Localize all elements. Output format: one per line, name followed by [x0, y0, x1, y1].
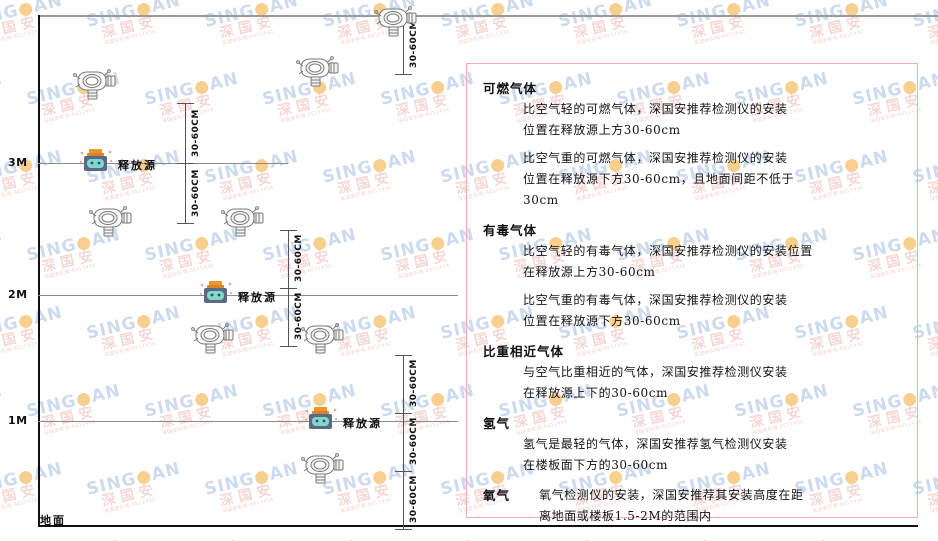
dimension-label: 30-60CM [191, 169, 201, 217]
level-line-2m [38, 295, 458, 296]
guideline-text-line: 与空气比重相近的气体，深国安推荐检测仪安装 [523, 365, 788, 379]
guideline-text-line: 比空气重的可燃气体，深国安推荐检测仪的安装 [523, 151, 788, 165]
guideline-text-line: 位置在释放源下方30-60cm [523, 314, 681, 328]
dimension-tick [280, 288, 297, 289]
release-source-label: 释放源 [343, 417, 382, 430]
guideline-text-line: 氧气检测仪的安装，深国安推荐其安装高度在距 [539, 488, 804, 502]
vertical-wall-axis [38, 15, 40, 527]
guideline-text-line: 比空气轻的有毒气体，深国安推荐检测仪的安装位置 [523, 244, 813, 258]
ground-label: 地面 [40, 514, 66, 527]
gas-detector-icon [295, 55, 345, 92]
guideline-heading: 有毒气体 [483, 223, 538, 238]
gas-detector-icon [300, 322, 350, 359]
gas-detector-icon [373, 5, 423, 42]
gas-detector-icon [72, 68, 122, 105]
dimension-label: 30-60CM [409, 359, 419, 407]
dimension-tick [395, 355, 412, 356]
ceiling-line [38, 15, 938, 17]
dimension-line [403, 16, 404, 74]
guideline-heading: 可燃气体 [483, 81, 538, 96]
dimension-label: 30-60CM [409, 417, 419, 465]
guideline-text-line: 在楼板面下方的30-60cm [523, 458, 669, 472]
release-source-label: 释放源 [238, 291, 277, 304]
installation-guidelines-panel: 可燃气体比空气轻的可燃气体，深国安推荐检测仪的安装 位置在释放源上方30-60cm… [466, 63, 918, 523]
guideline-heading: 氧气 [483, 488, 511, 503]
dimension-label: 30-60CM [409, 475, 419, 523]
dimension-line [403, 355, 404, 529]
dimension-label: 30-60CM [191, 109, 201, 157]
guideline-text-line: 在释放源上下的30-60cm [523, 386, 669, 400]
dimension-tick [395, 471, 412, 472]
dimension-tick [177, 163, 194, 164]
guideline-text-line: 位置在释放源上方30-60cm [523, 123, 681, 137]
dimension-chain: 30-60CM 30-60CM 30-60CM [395, 355, 419, 530]
guideline-text-line: 位置在释放源下方30-60cm，且地面间距不低于 [523, 172, 795, 186]
guideline-text-line: 在释放源上方30-60cm [523, 265, 656, 279]
guideline-heading: 比重相近气体 [483, 344, 565, 359]
dimension-label: 30-60CM [294, 234, 304, 282]
guideline-text-line: 比空气轻的可燃气体，深国安推荐检测仪的安装 [523, 102, 788, 116]
release-source-icon [199, 280, 234, 306]
ground-line [38, 525, 918, 527]
dimension-tick [395, 74, 412, 75]
guideline-text-line: 比空气重的有毒气体，深国安推荐检测仪的安装 [523, 293, 788, 307]
level-line-1m [38, 421, 458, 422]
dimension-tick [177, 223, 194, 224]
dimension-tick [280, 230, 297, 231]
gas-detector-icon [190, 322, 240, 359]
axis-label-1m: 1M [8, 414, 28, 427]
release-source-icon [304, 406, 339, 432]
gas-detector-icon [300, 452, 350, 489]
dimension-tick [395, 413, 412, 414]
guideline-text-line: 30cm [523, 193, 559, 207]
axis-label-2m: 2M [8, 288, 28, 301]
level-line-3m [38, 163, 288, 164]
guideline-text-line: 离地面或楼板1.5-2M的范围内 [539, 509, 712, 523]
release-source-label: 释放源 [118, 159, 157, 172]
dimension-tick [177, 103, 194, 104]
dimension-chain: 30-60CM 30-60CM [280, 230, 304, 347]
release-source-icon [79, 148, 114, 174]
dimension-chain: 30-60CM 30-60CM [177, 103, 201, 224]
dimension-tick [395, 529, 412, 530]
guideline-heading: 氢气 [483, 416, 511, 431]
gas-detector-icon [220, 205, 270, 242]
axis-label-3m: 3M [8, 156, 28, 169]
gas-detector-icon [88, 205, 138, 242]
dimension-tick [280, 346, 297, 347]
guideline-text-line: 氢气是最轻的气体，深国安推荐氢气检测仪安装 [523, 437, 788, 451]
